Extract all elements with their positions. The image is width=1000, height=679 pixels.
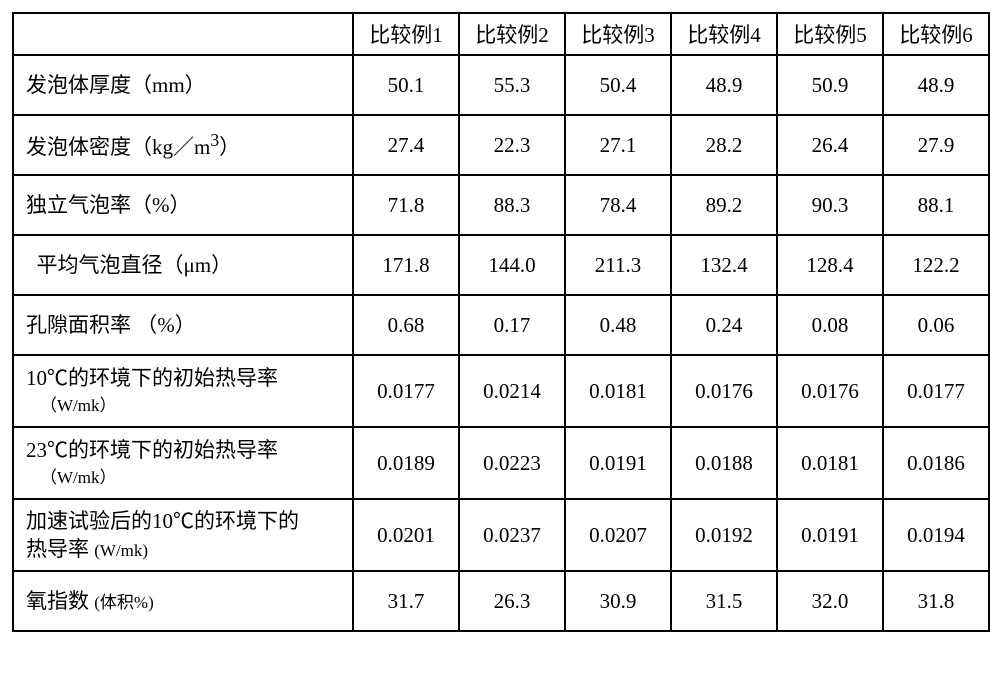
table-cell: 0.0191 (777, 499, 883, 571)
table-row: 独立气泡率（%）71.888.378.489.290.388.1 (13, 175, 989, 235)
table-cell: 0.48 (565, 295, 671, 355)
table-cell: 0.0177 (353, 355, 459, 427)
column-header: 比较例3 (565, 13, 671, 55)
table-cell: 88.3 (459, 175, 565, 235)
table-cell: 0.0191 (565, 427, 671, 499)
table-cell: 211.3 (565, 235, 671, 295)
table-row: 发泡体密度（kg／m3）27.422.327.128.226.427.9 (13, 115, 989, 175)
table-cell: 144.0 (459, 235, 565, 295)
row-label: 氧指数 (体积%) (13, 571, 353, 631)
table-cell: 0.0177 (883, 355, 989, 427)
table-body: 发泡体厚度（mm）50.155.350.448.950.948.9发泡体密度（k… (13, 55, 989, 631)
table-cell: 0.08 (777, 295, 883, 355)
row-label: 独立气泡率（%） (13, 175, 353, 235)
table-cell: 50.1 (353, 55, 459, 115)
table-cell: 0.0176 (777, 355, 883, 427)
table-cell: 32.0 (777, 571, 883, 631)
row-label: 10℃的环境下的初始热导率（W/mk） (13, 355, 353, 427)
table-cell: 31.7 (353, 571, 459, 631)
table-cell: 78.4 (565, 175, 671, 235)
table-cell: 26.3 (459, 571, 565, 631)
table-cell: 27.9 (883, 115, 989, 175)
table-cell: 128.4 (777, 235, 883, 295)
table-cell: 90.3 (777, 175, 883, 235)
table-cell: 27.4 (353, 115, 459, 175)
table-cell: 0.0194 (883, 499, 989, 571)
table-cell: 71.8 (353, 175, 459, 235)
table-row: 10℃的环境下的初始热导率（W/mk）0.01770.02140.01810.0… (13, 355, 989, 427)
table-header-row: 比较例1比较例2比较例3比较例4比较例5比较例6 (13, 13, 989, 55)
table-cell: 0.0237 (459, 499, 565, 571)
table-cell: 26.4 (777, 115, 883, 175)
row-label: 23℃的环境下的初始热导率（W/mk） (13, 427, 353, 499)
table-cell: 0.0176 (671, 355, 777, 427)
table-row: 氧指数 (体积%)31.726.330.931.532.031.8 (13, 571, 989, 631)
table-cell: 31.8 (883, 571, 989, 631)
table-row: 23℃的环境下的初始热导率（W/mk）0.01890.02230.01910.0… (13, 427, 989, 499)
table-cell: 0.24 (671, 295, 777, 355)
comparison-table: 比较例1比较例2比较例3比较例4比较例5比较例6 发泡体厚度（mm）50.155… (12, 12, 990, 632)
table-row: 发泡体厚度（mm）50.155.350.448.950.948.9 (13, 55, 989, 115)
table-cell: 0.68 (353, 295, 459, 355)
table-cell: 0.0186 (883, 427, 989, 499)
table-cell: 31.5 (671, 571, 777, 631)
table-cell: 48.9 (883, 55, 989, 115)
header-blank (13, 13, 353, 55)
table-cell: 0.0223 (459, 427, 565, 499)
table-cell: 55.3 (459, 55, 565, 115)
table-cell: 122.2 (883, 235, 989, 295)
column-header: 比较例4 (671, 13, 777, 55)
table-cell: 50.4 (565, 55, 671, 115)
table-cell: 89.2 (671, 175, 777, 235)
table-cell: 30.9 (565, 571, 671, 631)
column-header: 比较例2 (459, 13, 565, 55)
table-cell: 22.3 (459, 115, 565, 175)
table-cell: 0.0214 (459, 355, 565, 427)
table-cell: 0.0188 (671, 427, 777, 499)
column-header: 比较例6 (883, 13, 989, 55)
row-label: 平均气泡直径（μm） (13, 235, 353, 295)
row-label: 发泡体密度（kg／m3） (13, 115, 353, 175)
table-cell: 0.17 (459, 295, 565, 355)
table-cell: 0.0189 (353, 427, 459, 499)
table-cell: 0.06 (883, 295, 989, 355)
table-row: 平均气泡直径（μm）171.8144.0211.3132.4128.4122.2 (13, 235, 989, 295)
table-cell: 171.8 (353, 235, 459, 295)
row-label: 孔隙面积率 （%） (13, 295, 353, 355)
table-cell: 0.0181 (777, 427, 883, 499)
column-header: 比较例5 (777, 13, 883, 55)
table-cell: 0.0207 (565, 499, 671, 571)
table-cell: 50.9 (777, 55, 883, 115)
table-cell: 88.1 (883, 175, 989, 235)
table-cell: 27.1 (565, 115, 671, 175)
table-cell: 28.2 (671, 115, 777, 175)
row-label: 发泡体厚度（mm） (13, 55, 353, 115)
column-header: 比较例1 (353, 13, 459, 55)
table-cell: 0.0192 (671, 499, 777, 571)
table-cell: 132.4 (671, 235, 777, 295)
table-cell: 0.0201 (353, 499, 459, 571)
row-label: 加速试验后的10℃的环境下的热导率 (W/mk) (13, 499, 353, 571)
table-cell: 0.0181 (565, 355, 671, 427)
table-cell: 48.9 (671, 55, 777, 115)
table-row: 孔隙面积率 （%）0.680.170.480.240.080.06 (13, 295, 989, 355)
data-table-container: 比较例1比较例2比较例3比较例4比较例5比较例6 发泡体厚度（mm）50.155… (12, 12, 988, 632)
table-row: 加速试验后的10℃的环境下的热导率 (W/mk)0.02010.02370.02… (13, 499, 989, 571)
